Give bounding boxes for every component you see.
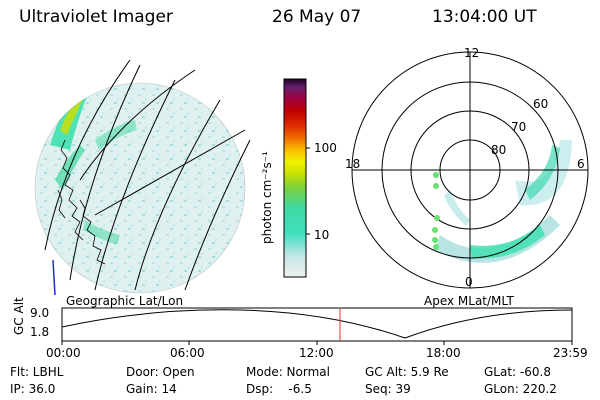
- lat-label-70: 70: [511, 120, 527, 134]
- timeline-ytick-low: 1.8: [30, 325, 50, 339]
- colorbar-tick-10: 10: [314, 228, 330, 242]
- glon-info: GLon: 220.2: [484, 382, 557, 396]
- seq-info: Seq: 39: [365, 382, 411, 396]
- colorbar-tick-100: 100: [314, 141, 337, 155]
- latitude-line: [94, 129, 246, 216]
- mlt-label-18: 18: [345, 157, 361, 171]
- gc-alt-info: GC Alt: 5.9 Re: [365, 365, 449, 379]
- gain-info: Gain: 14: [126, 382, 177, 396]
- lat-label-60: 60: [533, 97, 549, 111]
- time-label: 13:04:00 UT: [432, 7, 537, 27]
- timeline-ytick-high: 9.0: [30, 306, 50, 320]
- altitude-timeline: [61, 307, 573, 345]
- mlt-label-0: 0: [465, 275, 473, 289]
- timeline-xtick: 23:59: [553, 346, 588, 360]
- door-info: Door: Open: [126, 365, 195, 379]
- altitude-curve: [61, 309, 573, 339]
- dsp-info: Dsp: -6.5: [246, 382, 312, 396]
- right-panel-caption: Apex MLat/MLT: [424, 294, 514, 308]
- colorbar-label: photon cm⁻²s⁻¹: [260, 151, 274, 244]
- lat-label-80: 80: [491, 143, 507, 157]
- timeline-xtick: 18:00: [426, 346, 461, 360]
- mlt-label-6: 6: [577, 157, 585, 171]
- coastline: [57, 139, 106, 265]
- longitude-line: [69, 64, 141, 281]
- left-panel-caption: Geographic Lat/Lon: [66, 294, 184, 308]
- timeline-axis-label: GC Alt: [12, 297, 26, 335]
- filter-info: Flt: LBHL: [10, 365, 64, 379]
- date-label: 26 May 07: [272, 7, 362, 27]
- polar-plot: [351, 51, 589, 289]
- timeline-xtick: 12:00: [299, 346, 334, 360]
- ip-info: IP: 36.0: [10, 382, 56, 396]
- glat-info: GLat: -60.8: [484, 365, 551, 379]
- auroral-oval: [470, 225, 545, 259]
- mlt-label-12: 12: [464, 46, 480, 60]
- color-scale-bar: [283, 78, 310, 278]
- instrument-title: Ultraviolet Imager: [19, 7, 173, 27]
- station-markers: [432, 172, 440, 250]
- terminator-line: [52, 259, 56, 295]
- timeline-xtick: 00:00: [46, 346, 81, 360]
- timeline-frame: [61, 307, 573, 342]
- timeline-xtick: 06:00: [170, 346, 205, 360]
- geographic-image-panel: [34, 59, 251, 295]
- mode-info: Mode: Normal: [246, 365, 330, 379]
